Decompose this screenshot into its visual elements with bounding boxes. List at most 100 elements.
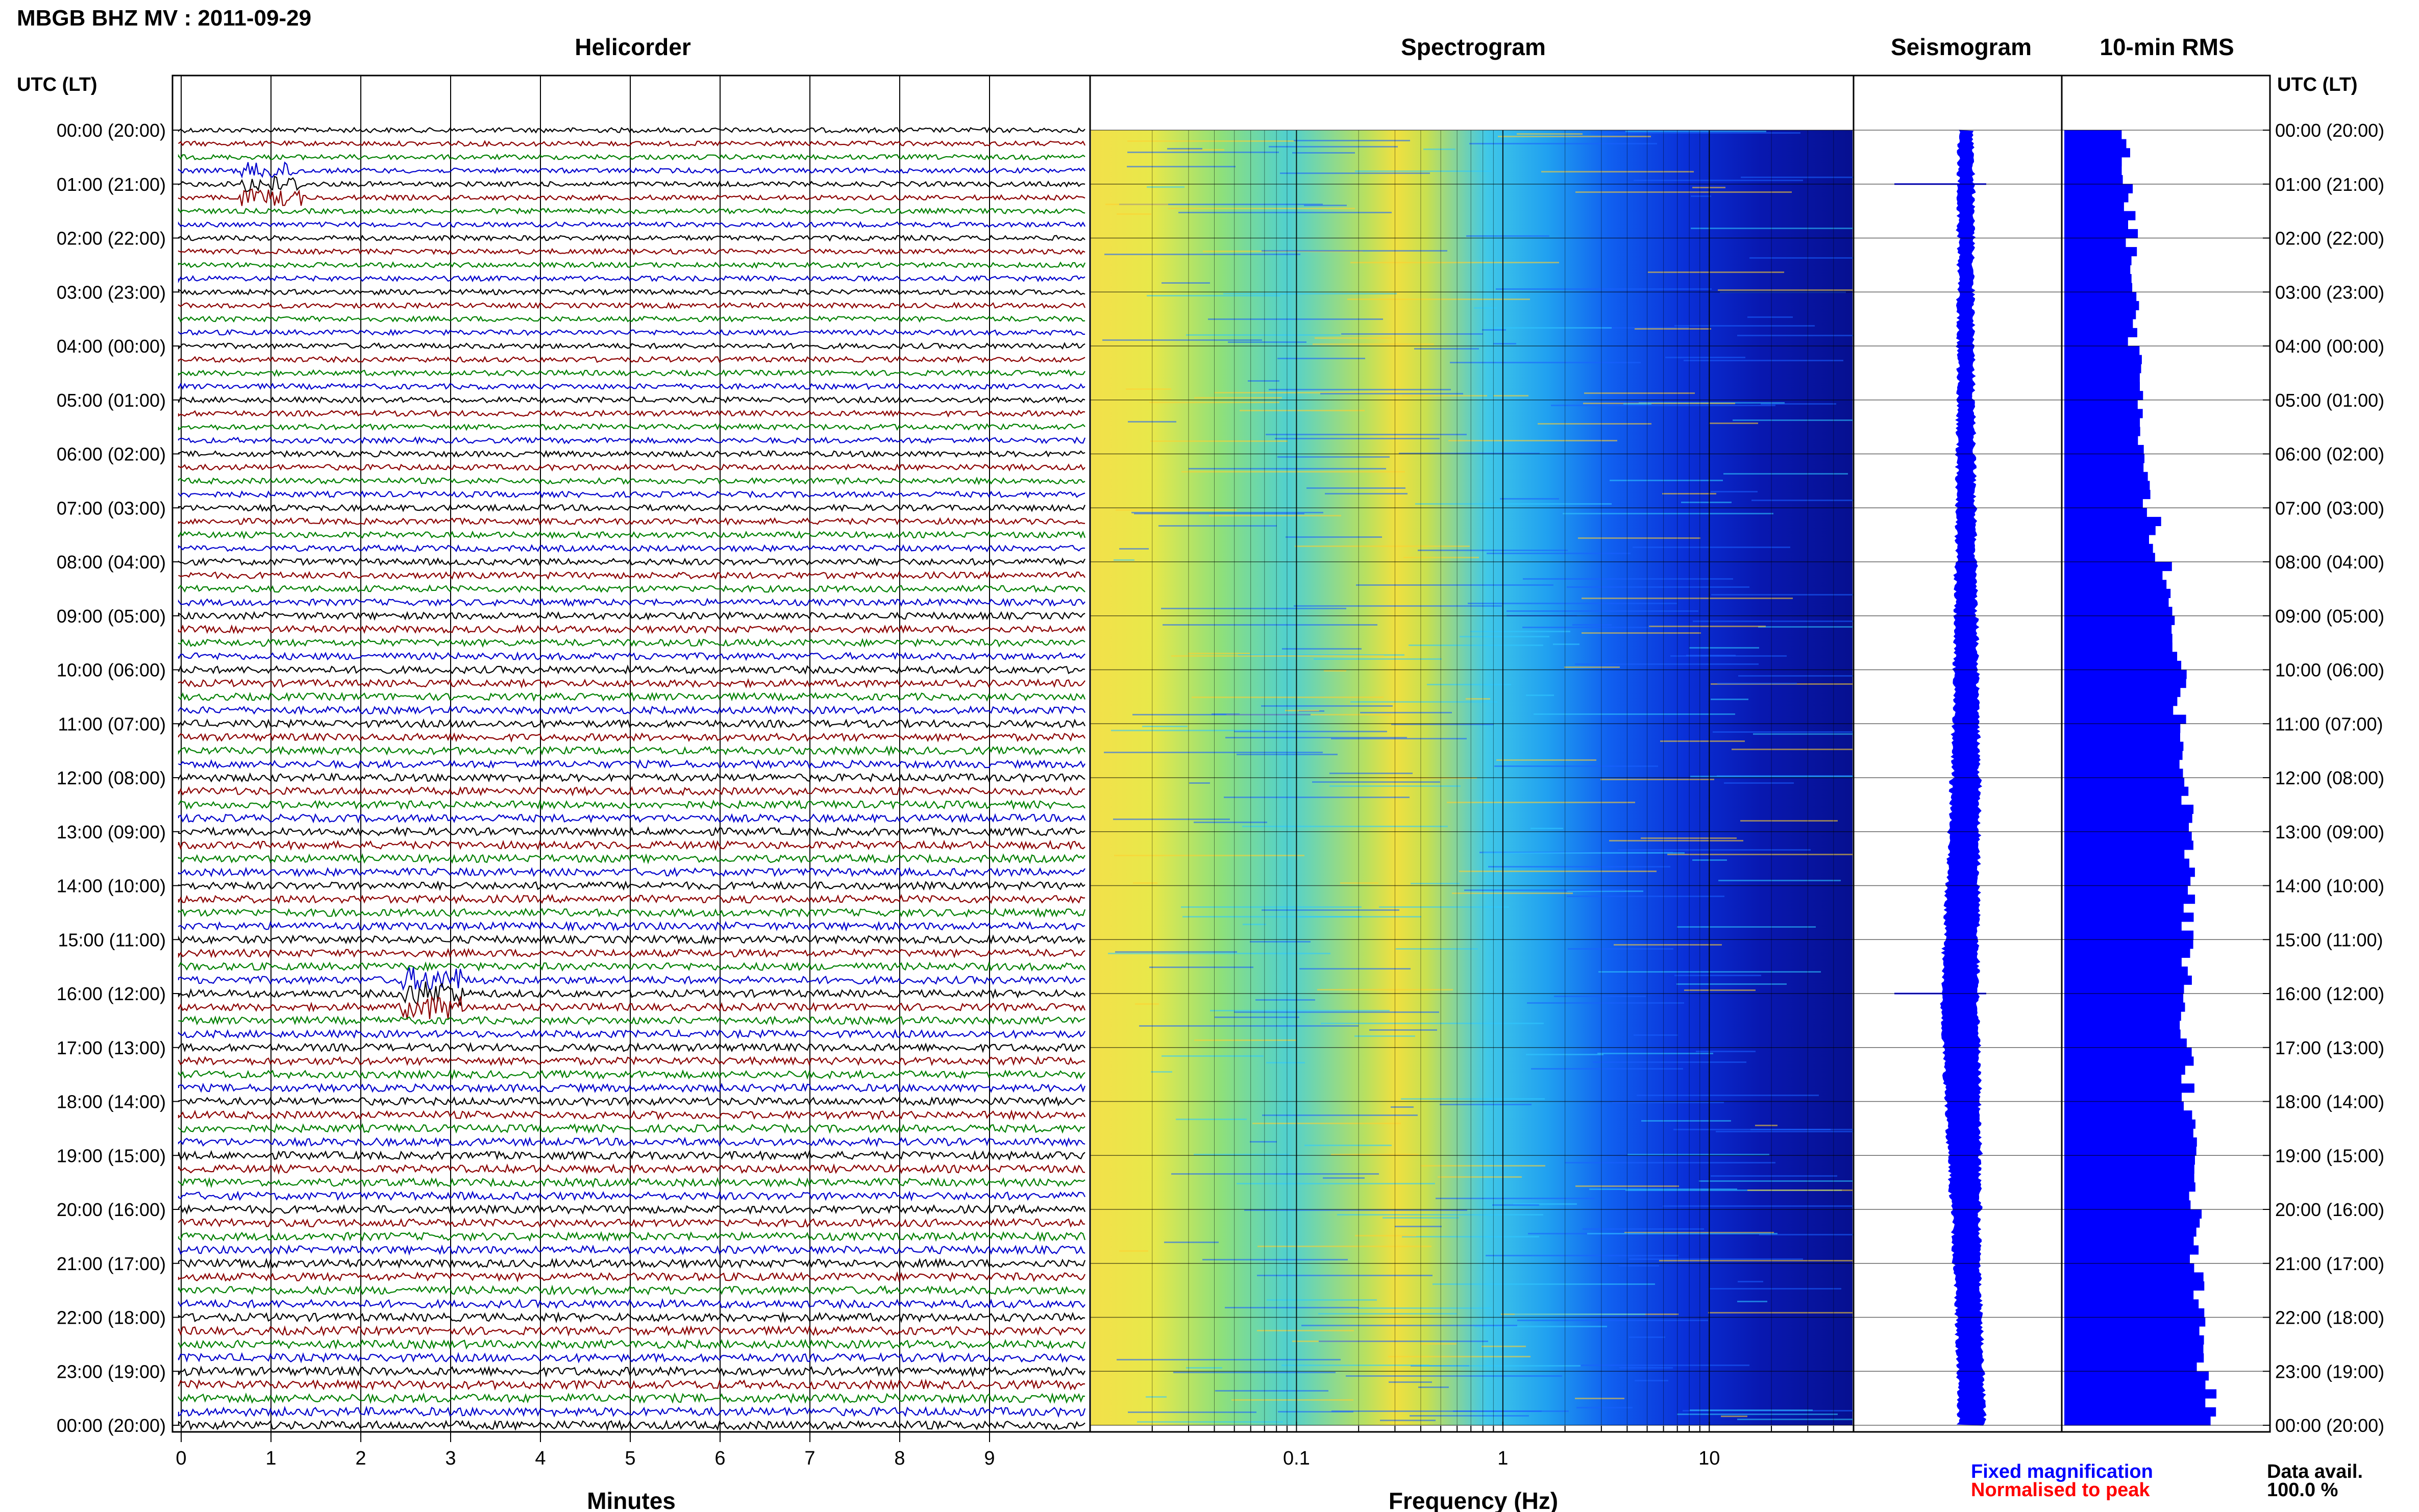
- spectrogram-streak: [1575, 191, 1792, 193]
- spectrogram-streak: [1119, 548, 1149, 550]
- spectrogram-streak: [1281, 1365, 1429, 1366]
- spectrogram-streak: [1313, 343, 1434, 345]
- spectrogram-streak: [1567, 890, 1643, 892]
- spectrogram-streak: [1182, 916, 1362, 918]
- minute-tick-label: 5: [625, 1448, 635, 1469]
- helicorder-trace: [178, 342, 1085, 350]
- rms-bar: [2064, 966, 2188, 976]
- spectrogram-streak: [1114, 559, 1134, 561]
- spectrogram-streak: [1114, 855, 1304, 856]
- helicorder-trace: [178, 812, 1086, 824]
- helicorder-trace: [178, 517, 1085, 526]
- spectrogram-streak: [1186, 334, 1341, 336]
- spectrogram-streak: [1261, 705, 1393, 707]
- time-labels-left: 00:00 (20:00) 01:00 (21:00) 02:00 (22:00) 0…: [57, 120, 166, 1436]
- rms-bar: [2064, 615, 2175, 625]
- spectrogram-streak: [1188, 653, 1250, 654]
- rms-bar: [2064, 912, 2194, 922]
- spectrogram-streak: [1721, 1416, 1747, 1417]
- spectrogram-streak: [1210, 1010, 1390, 1011]
- spectrogram-streak: [1587, 1233, 1778, 1234]
- helicorder-trace: [178, 718, 1085, 729]
- time-label-right: 14:00 (10:00): [2275, 876, 2384, 897]
- rms-bar: [2064, 535, 2149, 544]
- spectrogram-streak: [1266, 1062, 1305, 1063]
- rms-bar: [2064, 1164, 2194, 1174]
- helicorder-trace: [178, 584, 1085, 593]
- time-label-right: 04:00 (00:00): [2275, 336, 2384, 357]
- spectrogram-streak: [1320, 393, 1463, 394]
- spectrogram-streak: [1277, 456, 1390, 458]
- time-label-left: 21:00 (17:00): [57, 1253, 166, 1274]
- rms-bar: [2064, 1398, 2206, 1408]
- spectrogram-streak: [1662, 493, 1716, 494]
- rms-bar: [2064, 1074, 2182, 1084]
- spectrogram-streak: [1453, 1410, 1569, 1412]
- spectrogram-streak: [1582, 598, 1793, 599]
- rms-bar: [2064, 607, 2173, 616]
- time-label-left: 07:00 (03:00): [57, 498, 166, 518]
- rms-bar: [2064, 211, 2136, 220]
- time-label-left: 14:00 (10:00): [57, 876, 166, 897]
- spectrogram-streak: [1294, 140, 1410, 141]
- spectrogram-streak: [1494, 765, 1658, 767]
- spectrogram-streak: [1135, 1003, 1159, 1005]
- rms-bar: [2064, 571, 2163, 580]
- spectrogram-streak: [1635, 328, 1711, 330]
- rms-bar: [2064, 274, 2132, 284]
- time-label-left: 22:00 (18:00): [57, 1307, 166, 1328]
- spectrogram-streak: [1433, 1283, 1655, 1285]
- helicorder-trace: [178, 450, 1085, 458]
- spectrogram-streak: [1388, 1356, 1531, 1357]
- spectrogram-streak: [1674, 975, 1761, 976]
- helicorder-trace: [178, 786, 1085, 797]
- rms-bar: [2064, 804, 2194, 814]
- seismogram-title: Seismogram: [1891, 34, 2032, 60]
- spectrogram-streak: [1581, 1365, 1749, 1366]
- helicorder-trace: [178, 1311, 1085, 1324]
- spectrogram-streak: [1670, 655, 1787, 657]
- spectrogram-streak: [1415, 503, 1612, 505]
- time-label-left: 00:00 (20:00): [57, 1415, 166, 1436]
- spectrogram-streak: [1578, 537, 1700, 539]
- helicorder-trace: [178, 732, 1085, 743]
- spectrogram-streak: [1614, 944, 1722, 946]
- rms-bar: [2064, 930, 2194, 940]
- helicorder-trace: [178, 664, 1085, 675]
- time-label-right: 11:00 (07:00): [2275, 713, 2383, 734]
- spectrogram-streak: [1689, 647, 1759, 649]
- spectrogram-streak: [1292, 152, 1355, 154]
- spectrogram-streak: [1150, 440, 1288, 442]
- spectrogram-streak: [1346, 1375, 1562, 1377]
- spectrogram-title: Spectrogram: [1401, 34, 1546, 60]
- spectrogram-streak: [1564, 666, 1620, 668]
- rms-bar: [2064, 1236, 2194, 1246]
- spectrogram-streak: [1667, 854, 1854, 855]
- spectrogram-streak: [1517, 133, 1583, 135]
- helicorder-trace: [178, 571, 1085, 580]
- spectrogram-streak: [1750, 1129, 1854, 1130]
- helicorder-trace: [178, 1392, 1085, 1404]
- spectrogram-streak: [1709, 423, 1758, 424]
- helicorder-trace: [178, 1284, 1086, 1296]
- helicorder-trace: [178, 1325, 1085, 1337]
- spectrogram-streak: [1208, 318, 1383, 320]
- spectrogram-streak: [1591, 132, 1800, 134]
- spectrogram-streak: [1690, 776, 1854, 777]
- spectrogram-streak: [1147, 186, 1184, 188]
- frequency-tick-label: 0.1: [1283, 1448, 1310, 1469]
- spectrogram-streak: [1325, 493, 1408, 494]
- time-label-left: 03:00 (23:00): [57, 282, 166, 303]
- spectrogram-streak: [1575, 1185, 1679, 1187]
- spectrogram-streak: [1531, 828, 1563, 829]
- spectrogram-streak: [1723, 473, 1848, 475]
- spectrogram-streak: [1733, 419, 1854, 421]
- spectrogram-streak: [1402, 1236, 1539, 1237]
- spectrogram-streak: [1304, 205, 1347, 206]
- helicorder-trace: [178, 1191, 1085, 1202]
- rms-bar: [2064, 1389, 2217, 1399]
- spectrogram-streak: [1116, 509, 1237, 511]
- time-label-right: 20:00 (16:00): [2275, 1199, 2384, 1220]
- spectrogram-streak: [1753, 733, 1854, 735]
- spectrogram-streak: [1282, 648, 1362, 650]
